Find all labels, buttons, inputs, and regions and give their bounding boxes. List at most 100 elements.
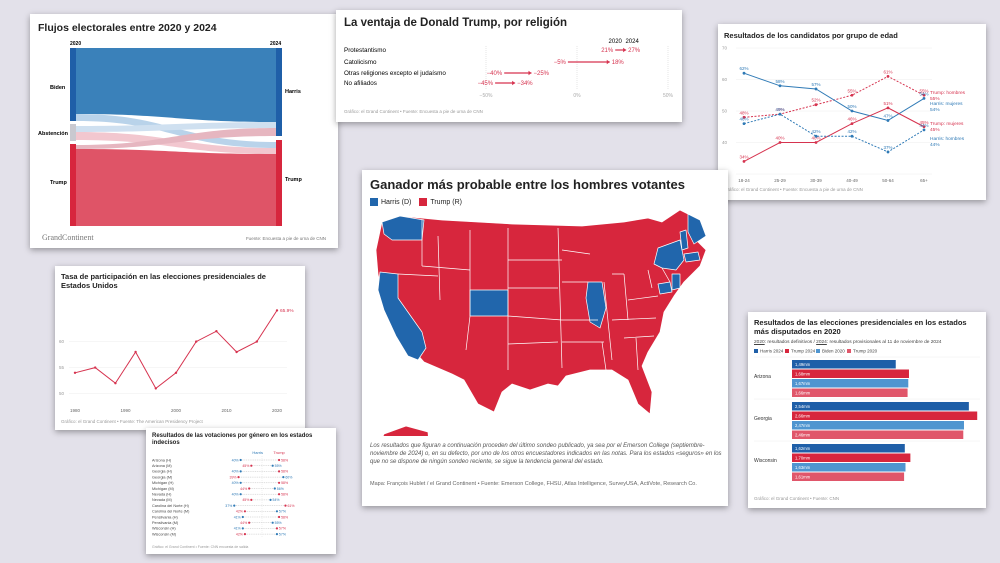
turnout-ytick: 60 [59,339,65,344]
religion-label-2024: −34% [517,81,533,87]
turnout-point [94,366,97,369]
age-ytick: 40 [722,140,728,145]
age-xtick: 65+ [920,178,928,183]
age-xtick: 25-29 [774,178,786,183]
state-borders-lines [397,220,671,371]
turnout-xtick: 2020 [272,408,283,413]
religion-year-b: 2024 [625,39,639,45]
turnout-point [275,309,279,312]
gender-dot-trump [275,527,279,530]
flow-biden-trump [76,114,276,148]
gender-label-right: 58% [281,493,288,497]
sankey-col-right: 2024 [270,41,281,47]
gender-row-label: Wisconsin (M) [152,532,177,536]
turnout-card: Tasa de participación en las elecciones … [55,266,305,430]
gender-label-left: 42% [236,510,243,514]
sankey-source: Fuente: Encuesta a pie de urna de CNN [246,236,326,241]
state-maryland [657,281,673,295]
age-point-label: 50% [847,104,856,109]
age-point [742,160,746,163]
age-chart: 706050403018-2425-2930-3940-4950-6465+48… [722,46,966,184]
gender-row-label: Michigan (M) [152,487,175,491]
age-point-label: 58% [775,79,784,84]
map-legend: Harris (D) Trump (R) [370,198,462,206]
turnout-point [255,340,258,343]
gender-dot-harris [273,487,276,490]
religion-label-2020: −5% [554,60,567,66]
age-series-name: Harris: hombres [930,136,965,142]
gender-row-label: Michigan (H) [152,481,174,485]
swing-legend-label: Trump 2024 [791,349,816,354]
age-point-label: 62% [739,66,748,71]
age-xtick: 40-49 [846,178,858,183]
age-point [850,93,854,97]
age-point [814,87,818,91]
age-xtick: 18-24 [738,178,750,183]
swing-bar-label: 1,63mm [795,465,811,470]
age-point [742,71,746,75]
gender-dot-harris [241,515,244,519]
age-point-label: 49% [775,107,784,112]
age-point-label: 42% [811,129,820,134]
gender-dot-trump [277,470,281,473]
gender-dot-harris [275,510,279,513]
gender-title: Resultados de las votaciones por género … [152,433,313,447]
age-point [778,112,782,116]
gender-dot-trump [277,481,281,484]
swing-subtitle-2024: 2024 [816,340,827,345]
turnout-xtick: 2000 [171,408,182,413]
age-series-end-value: 55% [930,96,940,102]
gender-card: Resultados de las votaciones por género … [146,428,336,554]
age-series-name: Trump: hombres [930,90,966,96]
gender-label-right: 57% [279,532,286,536]
age-point-label: 51% [883,101,892,106]
swing-bar-label: 1,62mm [795,446,811,451]
age-series-line [743,113,925,153]
swing-legend-swatch [816,349,820,353]
turnout-ytick: 55 [59,365,65,370]
age-point [922,128,926,132]
age-point-label: 44% [919,123,928,128]
legend-harris-swatch [370,198,378,206]
node-trump-2020 [70,144,76,226]
gender-label-right: 58% [281,458,288,462]
religion-category: Otras religiones excepto el judaísmo [344,70,446,77]
legend-harris-label: Harris (D) [381,198,412,206]
swing-bar-label: 1,61mm [795,475,811,480]
religion-title: La ventaja de Donald Trump, por religión [344,17,568,29]
swing-bar [792,388,908,397]
age-point-label: 54% [919,91,928,96]
flow-trump-trump [76,149,276,226]
gender-dot-harris [239,458,242,462]
gender-label-right: 55% [275,464,282,468]
flow-abst-trump [76,132,276,154]
gender-row-label: Arizona (M) [152,464,172,468]
gender-row-label: Carolina del Norte (H) [152,504,190,508]
religion-label-2020: −45% [478,81,494,87]
turnout-ytick: 50 [59,391,65,396]
gender-label-right: 58% [281,470,288,474]
age-series-name: Trump: mujeres [930,121,964,127]
religion-label-2024: 27% [628,48,641,54]
node-abstencion [70,124,76,141]
map-note-card: Los resultados que figuran a continuació… [362,436,728,506]
gender-row-label: Nevada (H) [152,493,172,497]
swing-legend-swatch [785,349,789,353]
age-point [814,134,818,138]
age-series-end-value: 54% [930,107,940,113]
gender-label-left: 41% [234,527,241,531]
state-washington [381,215,425,241]
age-point-label: 61% [883,69,892,74]
age-point [778,141,782,144]
turnout-point [73,371,77,374]
gender-row-label: Georgia (H) [152,470,173,474]
swing-card: Resultados de las elecciones presidencia… [748,312,986,508]
gender-label-right: 54% [273,498,280,502]
age-series-end-value: 45% [930,127,940,133]
religion-arrowhead [512,80,516,86]
sankey-chart: 2020 2024 Biden Abstención Trump Harris … [38,41,326,242]
gender-label-left: 40% [232,493,239,497]
node-trump-2024 [276,140,282,226]
gender-dot-trump [250,498,253,501]
turnout-title: Tasa de participación en las elecciones … [61,272,266,290]
